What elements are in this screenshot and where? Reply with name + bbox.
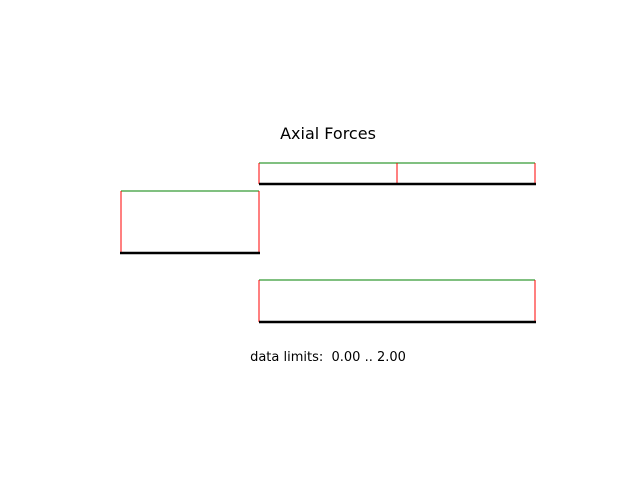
member-2 [120,190,260,255]
data-limits-caption: data limits: 0.00 .. 2.00 [250,350,406,365]
diagram-title: Axial Forces [280,124,376,143]
member-3 [258,279,536,324]
member-1 [258,162,536,186]
